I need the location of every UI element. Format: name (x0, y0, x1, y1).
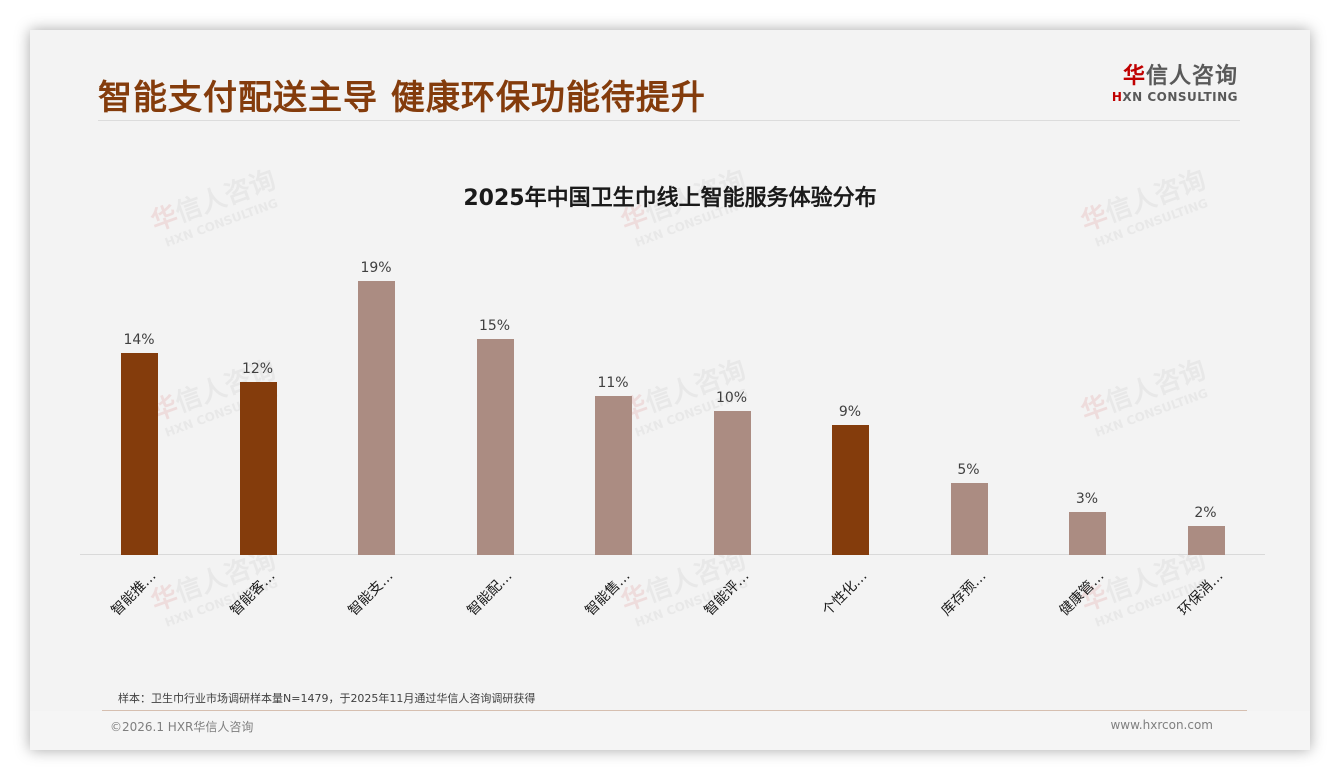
bar-group: 9% (791, 250, 909, 555)
logo-en-mark: H (1111, 90, 1123, 104)
logo-en-text: XN CONSULTING (1122, 90, 1238, 104)
website-link[interactable]: www.hxrcon.com (1110, 718, 1213, 732)
bar-value-label: 15% (478, 317, 511, 334)
title-divider (98, 120, 1240, 121)
bar-group: 11% (554, 250, 672, 555)
logo-cn: 华信人咨询 (1112, 64, 1238, 90)
copyright: ©2026.1 HXR华信人咨询 (110, 720, 254, 734)
bar (476, 338, 514, 555)
x-axis-labels: 智能推… 智能客… 智能支… 智能配… 智能售… 智能评… 个性化… 库存预… 健康管… 环保消… (80, 560, 1265, 640)
footer-divider (102, 710, 1247, 711)
bar (358, 281, 395, 555)
bar-group: 19% (317, 250, 435, 555)
bar (239, 381, 277, 555)
slide: 智能支付配送主导 健康环保功能待提升 华信人咨询 HXN CONSULTING … (30, 30, 1310, 750)
bar-group: 5% (910, 250, 1028, 555)
x-axis-line (80, 554, 1265, 555)
brand-logo: 华信人咨询 HXN CONSULTING (1112, 64, 1238, 104)
bar-value-label: 14% (123, 332, 155, 349)
bar-value-label: 11% (597, 375, 629, 392)
x-axis-tick-label: 智能支… (345, 568, 397, 620)
x-axis-tick-label: 智能评… (701, 568, 752, 620)
x-axis-tick-label: 智能客… (227, 568, 278, 620)
bar (950, 482, 988, 555)
bar-group: 14% (80, 250, 198, 555)
bar (832, 425, 869, 555)
x-axis-tick-label: 环保消… (1175, 568, 1226, 620)
bar-value-label: 9% (838, 404, 862, 421)
chart-title: 2025年中国卫生巾线上智能服务体验分布 (463, 186, 877, 211)
bar (121, 353, 158, 555)
bar (713, 410, 751, 555)
footer-band (30, 711, 1310, 750)
x-axis-tick-label: 健康管… (1056, 568, 1108, 620)
logo-cn-text: 信人咨询 (1145, 64, 1238, 89)
x-axis-tick-label: 智能推… (108, 568, 160, 620)
bar-group: 10% (673, 250, 791, 555)
logo-cn-mark: 华 (1122, 64, 1146, 89)
bar-chart: 14% 12% 19% 15% 11% 10% 9% 5% 3% 2% (80, 250, 1265, 555)
x-axis-tick-label: 智能配… (464, 568, 515, 620)
sample-note: 样本：卫生巾行业市场调研样本量N=1479，于2025年11月通过华信人咨询调研… (118, 692, 536, 705)
bar-value-label: 10% (715, 389, 748, 406)
bar (1187, 526, 1225, 555)
x-axis-tick-label: 智能售… (582, 568, 634, 620)
bar-value-label: 2% (1194, 505, 1217, 522)
bar-group: 2% (1147, 250, 1265, 555)
bar (1069, 511, 1106, 555)
logo-en: HXN CONSULTING (1112, 90, 1238, 104)
page-title: 智能支付配送主导 健康环保功能待提升 (98, 78, 706, 118)
bar (595, 396, 632, 555)
bar-value-label: 5% (957, 461, 980, 478)
bar-value-label: 3% (1075, 490, 1099, 507)
bar-group: 3% (1028, 250, 1146, 555)
bar-value-label: 12% (241, 360, 274, 377)
bar-value-label: 19% (360, 260, 392, 276)
x-axis-tick-label: 个性化… (819, 568, 871, 620)
bar-group: 12% (199, 250, 317, 555)
x-axis-tick-label: 库存预… (938, 568, 989, 620)
bar-group: 15% (436, 250, 554, 555)
